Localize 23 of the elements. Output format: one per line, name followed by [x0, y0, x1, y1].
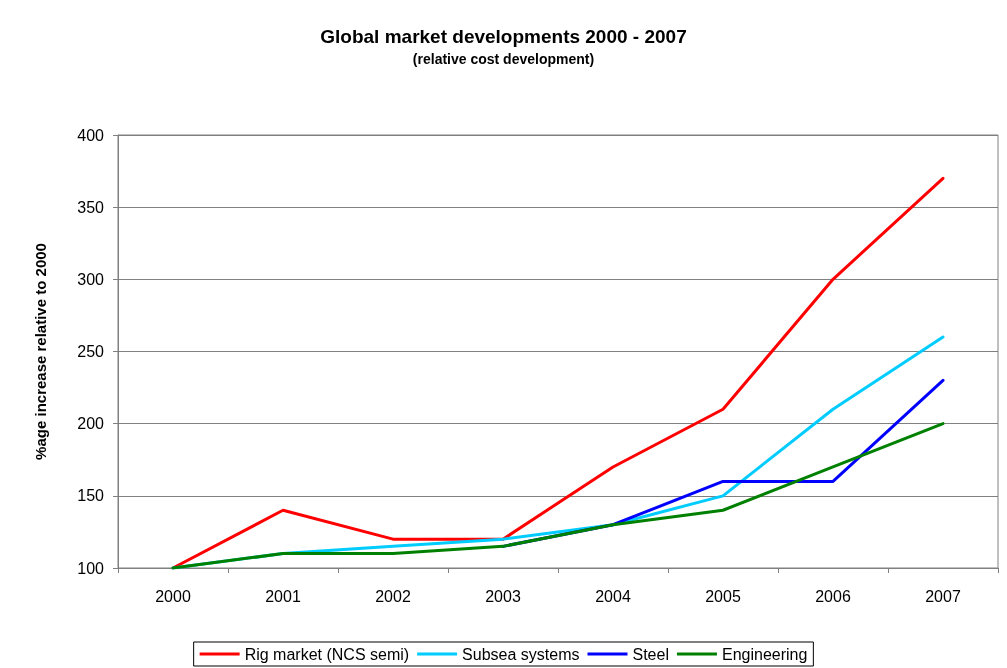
legend-label: Subsea systems — [462, 645, 580, 663]
x-tick-label: 2005 — [705, 587, 741, 605]
y-tick-label: 250 — [77, 343, 105, 360]
x-tick-label: 2007 — [925, 587, 961, 605]
legend-label: Steel — [632, 645, 669, 663]
y-tick-label: 400 — [77, 126, 105, 144]
y-tick-label: 300 — [77, 270, 105, 288]
y-tick-label: 200 — [77, 415, 105, 433]
chart-title: Global market developments 2000 - 2007 — [320, 26, 687, 47]
y-tick-label: 100 — [77, 559, 105, 577]
x-tick-label: 2002 — [375, 587, 411, 605]
y-axis-title: %age increase relative to 2000 — [32, 243, 49, 460]
legend-label: Engineering — [721, 645, 808, 663]
x-tick-label: 2000 — [155, 587, 191, 605]
chart-subtitle: (relative cost development) — [412, 51, 595, 67]
x-tick-label: 2004 — [595, 587, 631, 605]
x-tick-label: 2001 — [265, 587, 301, 605]
y-tick-label: 350 — [77, 198, 105, 216]
legend-label: Rig market (NCS semi) — [244, 645, 410, 663]
x-tick-label: 2003 — [485, 587, 521, 605]
x-tick-label: 2006 — [815, 587, 851, 605]
y-tick-label: 150 — [77, 487, 105, 505]
line-series — [171, 422, 945, 570]
